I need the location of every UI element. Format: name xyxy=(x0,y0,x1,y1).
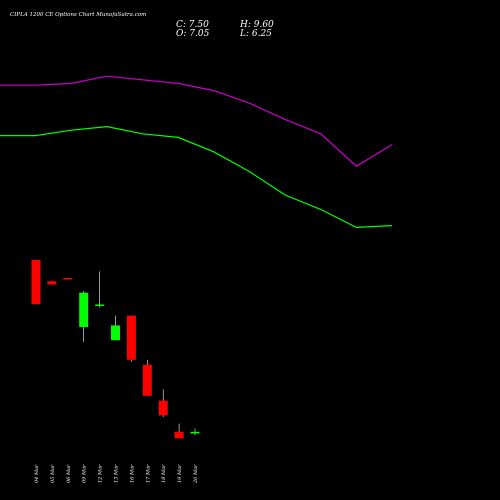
candle-body xyxy=(47,281,57,285)
x-tick-label: 20 Mar xyxy=(193,464,199,484)
candle-body xyxy=(63,278,73,280)
candle-body xyxy=(126,315,136,360)
open-value: O: 7.05 xyxy=(176,29,210,39)
line-series-2 xyxy=(0,75,393,167)
x-tick-label: 09 Mar xyxy=(82,464,88,483)
line-series-1 xyxy=(0,125,393,229)
x-tick-label: 12 Mar xyxy=(98,464,104,483)
x-tick-label: 18 Mar xyxy=(161,464,167,483)
high-value: H: 9.60 xyxy=(240,20,274,30)
candle-body xyxy=(95,304,105,307)
x-tick-label: 05 Mar xyxy=(50,464,56,483)
close-value: C: 7.50 xyxy=(176,20,209,30)
x-tick-label: 19 Mar xyxy=(177,464,183,483)
low-value: L: 6.25 xyxy=(240,29,272,39)
candle-body xyxy=(158,400,168,416)
candle-body xyxy=(31,260,41,305)
chart-title: CIPLA 1200 CE Options Chart MunafaSutra.… xyxy=(10,12,147,18)
candle-body xyxy=(142,364,152,396)
candle-body xyxy=(174,431,184,439)
x-tick-label: 04 Mar xyxy=(34,464,40,483)
candle-body xyxy=(190,431,200,434)
x-tick-label: 13 Mar xyxy=(114,464,120,483)
candle-body xyxy=(111,325,120,341)
x-tick-label: 17 Mar xyxy=(145,464,151,483)
candle-body xyxy=(79,292,89,328)
x-tick-label: 06 Mar xyxy=(66,464,72,483)
x-tick-label: 16 Mar xyxy=(129,464,135,483)
